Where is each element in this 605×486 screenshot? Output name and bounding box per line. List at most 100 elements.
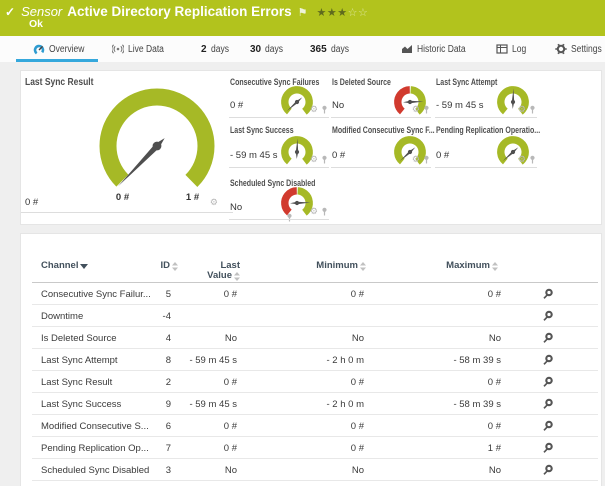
priority-stars[interactable]: ★★★☆☆ bbox=[316, 6, 368, 19]
gauge-settings-icon[interactable]: ⚙ bbox=[517, 154, 526, 164]
gauge-cell-icons[interactable]: ⚙ bbox=[209, 197, 292, 222]
gauge-pin-icon[interactable] bbox=[321, 207, 328, 216]
last-value: No bbox=[224, 465, 237, 476]
channel-id: 4 bbox=[165, 333, 171, 344]
channel-name[interactable]: Last Sync Attempt bbox=[41, 355, 118, 366]
channel-settings-icon[interactable] bbox=[542, 354, 555, 366]
minimum-value: No bbox=[351, 465, 364, 476]
sort-icon[interactable] bbox=[234, 271, 240, 281]
table-row-consecutive-sync-failur-: Consecutive Sync Failur... 5 0 # 0 # 0 # bbox=[21, 283, 601, 305]
table-row-last-sync-attempt: Last Sync Attempt 8 - 59 m 45 s - 2 h 0 m - … bbox=[21, 349, 601, 371]
gauge-pin-icon[interactable] bbox=[321, 105, 328, 114]
channel-name[interactable]: Last Sync Result bbox=[41, 377, 113, 388]
tab-range-number: 30 bbox=[250, 43, 262, 55]
priority-star[interactable]: ★ bbox=[337, 7, 348, 19]
channel-settings-icon[interactable] bbox=[542, 398, 555, 410]
minimum-value: 0 # bbox=[350, 289, 364, 300]
maximum-value: - 58 m 39 s bbox=[453, 355, 501, 366]
tab-live-data[interactable]: Live Data bbox=[112, 36, 170, 62]
tab-overview[interactable]: Overview bbox=[33, 36, 91, 62]
channel-name[interactable]: Is Deleted Source bbox=[41, 333, 117, 344]
broadcast-icon bbox=[112, 43, 124, 55]
gauge-settings-icon[interactable]: ⚙ bbox=[411, 104, 420, 114]
minimum-value: - 2 h 0 m bbox=[326, 355, 365, 366]
gauge-settings-icon[interactable]: ⚙ bbox=[209, 197, 218, 207]
priority-star[interactable]: ★ bbox=[316, 7, 327, 19]
gauge-settings-icon[interactable]: ⚙ bbox=[309, 206, 318, 216]
column-header-channel[interactable]: Channel bbox=[41, 261, 89, 271]
sensor-header: ✓ Sensor Active Directory Replication Er… bbox=[0, 0, 605, 36]
channel-id: -4 bbox=[162, 311, 171, 322]
gauge-label: Scheduled Sync Disabled bbox=[230, 178, 316, 188]
priority-star[interactable]: ★ bbox=[326, 7, 338, 19]
page-title: Active Directory Replication Errors bbox=[67, 4, 292, 19]
gauge-label: Last Sync Attempt bbox=[436, 77, 498, 87]
column-header-last-value[interactable]: Last Value bbox=[207, 260, 240, 281]
channel-name[interactable]: Pending Replication Op... bbox=[41, 443, 149, 454]
main-gauge bbox=[99, 88, 215, 204]
channel-name[interactable]: Downtime bbox=[41, 311, 84, 322]
gauge-cell-icons[interactable]: ⚙ bbox=[310, 105, 328, 114]
channel-name[interactable]: Scheduled Sync Disabled bbox=[41, 465, 150, 476]
priority-star[interactable]: ☆ bbox=[347, 7, 358, 19]
gauge-cell-icons[interactable]: ⚙ bbox=[518, 105, 536, 114]
minimum-value: 0 # bbox=[350, 443, 364, 454]
gauge bbox=[394, 136, 426, 168]
gauge-label: Modified Consecutive Sync F... bbox=[332, 125, 435, 135]
tab-settings[interactable]: Settings bbox=[555, 36, 605, 62]
channel-settings-icon[interactable] bbox=[542, 376, 555, 388]
tab-label: Overview bbox=[49, 43, 85, 55]
tab-30-days[interactable]: 30 days bbox=[250, 36, 286, 62]
gauge-cell-icons[interactable]: ⚙ bbox=[310, 155, 328, 164]
sort-icon[interactable] bbox=[492, 261, 498, 271]
channel-settings-icon[interactable] bbox=[542, 332, 555, 344]
gauge-pin-icon[interactable] bbox=[529, 105, 536, 114]
gauge-cell-icons[interactable]: ⚙ bbox=[310, 207, 328, 216]
maximum-value: No bbox=[488, 465, 501, 476]
channel-settings-icon[interactable] bbox=[542, 442, 555, 454]
channel-name[interactable]: Modified Consecutive S... bbox=[41, 421, 149, 432]
gauge-pin-icon[interactable] bbox=[529, 155, 536, 164]
gauge-settings-icon[interactable]: ⚙ bbox=[517, 104, 526, 114]
column-header-maximum[interactable]: Maximum bbox=[446, 261, 498, 271]
channel-id: 5 bbox=[165, 289, 171, 300]
tab-label: days bbox=[330, 43, 349, 55]
gauge-settings-icon[interactable]: ⚙ bbox=[411, 154, 420, 164]
gauge bbox=[281, 86, 313, 118]
channel-settings-icon[interactable] bbox=[542, 464, 555, 476]
channel-name[interactable]: Consecutive Sync Failur... bbox=[41, 289, 151, 300]
gauge-settings-icon[interactable]: ⚙ bbox=[309, 104, 318, 114]
log-icon bbox=[496, 43, 508, 55]
tab-2-days[interactable]: 2 days bbox=[201, 36, 232, 62]
last-value: 0 # bbox=[223, 377, 237, 388]
gauge-settings-icon[interactable]: ⚙ bbox=[309, 154, 318, 164]
flag-icon[interactable]: ⚑ bbox=[297, 7, 308, 19]
gauge-pin-icon[interactable] bbox=[423, 105, 430, 114]
channel-settings-icon[interactable] bbox=[542, 420, 555, 432]
table-header: Channel ID Last Value Minimum Maximum bbox=[21, 234, 601, 283]
gauge-pin-icon[interactable] bbox=[321, 155, 328, 164]
column-header-minimum[interactable]: Minimum bbox=[316, 261, 366, 271]
channel-settings-icon[interactable] bbox=[542, 288, 555, 300]
sort-icon[interactable] bbox=[360, 261, 366, 271]
priority-star[interactable]: ☆ bbox=[357, 7, 369, 19]
gauge-cell-icons[interactable]: ⚙ bbox=[412, 105, 430, 114]
tab-log[interactable]: Log bbox=[496, 36, 529, 62]
column-header-id[interactable]: ID bbox=[161, 261, 178, 271]
gauge-cell-icons[interactable]: ⚙ bbox=[518, 155, 536, 164]
sort-icon[interactable] bbox=[172, 261, 178, 271]
sort-desc-icon[interactable] bbox=[80, 263, 89, 269]
gauge-cell-last-sync-success: Last Sync Success - 59 m 45 s ⚙ bbox=[229, 121, 329, 168]
channel-settings-icon[interactable] bbox=[542, 310, 555, 322]
channel-name[interactable]: Last Sync Success bbox=[41, 399, 122, 410]
gauge-cell-icons[interactable]: ⚙ bbox=[412, 155, 430, 164]
gauge-cell-pending-replication-operatio-: Pending Replication Operatio... 0 # ⚙ bbox=[435, 121, 541, 168]
gauge-pin-icon[interactable] bbox=[423, 155, 430, 164]
tab-historic-data[interactable]: Historic Data bbox=[401, 36, 474, 62]
sensor-type-label: Sensor bbox=[21, 4, 63, 19]
table-row-scheduled-sync-disabled: Scheduled Sync Disabled 3 No No No bbox=[21, 459, 601, 481]
gauge-label: Pending Replication Operatio... bbox=[436, 125, 541, 135]
last-value: 0 # bbox=[223, 421, 237, 432]
tab-365-days[interactable]: 365 days bbox=[310, 36, 352, 62]
gauge bbox=[281, 136, 313, 168]
